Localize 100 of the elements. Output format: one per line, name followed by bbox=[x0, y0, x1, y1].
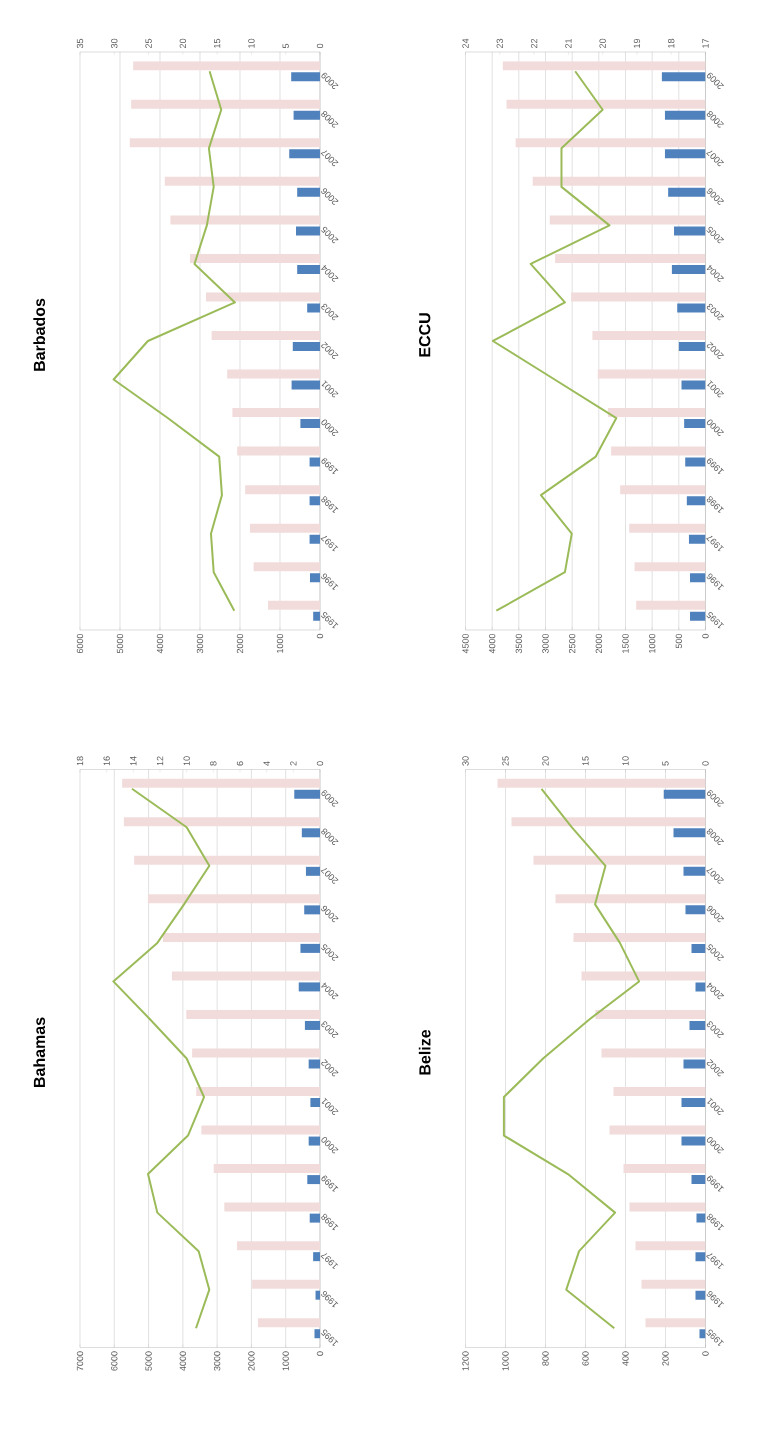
x2-tick-label: 18 bbox=[76, 756, 84, 766]
y-tick-label: 1997 bbox=[706, 535, 724, 552]
x2-tick-label: 16 bbox=[103, 756, 110, 766]
bar bbox=[307, 303, 320, 313]
x-tick-label: 1000 bbox=[276, 633, 284, 653]
bar bbox=[201, 1125, 320, 1135]
x-tick-label: 2000 bbox=[248, 1351, 255, 1371]
x2-tick-label: 30 bbox=[462, 756, 469, 766]
x-tick-label: 0 bbox=[316, 1351, 324, 1356]
x-tick-label: 5000 bbox=[145, 1351, 152, 1371]
bar bbox=[685, 457, 706, 467]
bar bbox=[661, 72, 706, 82]
x-tick-label: 200 bbox=[662, 1351, 669, 1366]
bar bbox=[205, 292, 320, 302]
bar bbox=[695, 1290, 706, 1300]
bar bbox=[293, 110, 320, 120]
x2-tick-label: 20 bbox=[599, 38, 606, 49]
x-tick-label: 2500 bbox=[568, 633, 576, 654]
bar bbox=[699, 1329, 706, 1339]
text: Belize bbox=[418, 1029, 431, 1075]
bar bbox=[663, 789, 706, 799]
bar bbox=[304, 1020, 320, 1030]
bar bbox=[515, 138, 706, 148]
bar bbox=[291, 72, 320, 82]
x2-tick-label: 4 bbox=[263, 761, 270, 766]
bar bbox=[506, 99, 706, 109]
bar bbox=[690, 573, 706, 583]
bar bbox=[695, 982, 706, 992]
x2-tick-label: 10 bbox=[183, 756, 190, 766]
bar bbox=[549, 215, 706, 225]
bar bbox=[641, 1279, 706, 1289]
x-tick-label: 7000 bbox=[76, 1351, 84, 1371]
bar bbox=[683, 866, 706, 876]
x-tick-label: 5000 bbox=[116, 633, 124, 654]
bar bbox=[297, 264, 320, 274]
bar bbox=[571, 292, 706, 302]
bar bbox=[690, 611, 706, 621]
x-tick-label: 800 bbox=[542, 1351, 549, 1366]
bar bbox=[678, 342, 706, 351]
bar bbox=[623, 1164, 706, 1174]
bar bbox=[686, 496, 706, 506]
bar bbox=[673, 828, 706, 838]
bar bbox=[497, 778, 706, 788]
x-tick-label: 2000 bbox=[236, 633, 244, 654]
bar bbox=[292, 342, 320, 351]
bar bbox=[601, 1048, 706, 1058]
x-tick-label: 3000 bbox=[213, 1351, 221, 1371]
x2-tick-label: 2 bbox=[290, 761, 297, 766]
bar bbox=[620, 485, 706, 495]
x2-tick-label: 0 bbox=[316, 761, 324, 766]
x2-tick-label: 5 bbox=[282, 43, 289, 49]
bar bbox=[237, 446, 320, 456]
x2-tick-label: 21 bbox=[565, 38, 572, 49]
x2-tick-label: 30 bbox=[111, 38, 118, 49]
x-tick-label: 0 bbox=[702, 633, 709, 639]
bar bbox=[629, 523, 706, 533]
bar bbox=[295, 226, 320, 236]
bar bbox=[595, 1009, 706, 1019]
bar bbox=[294, 789, 320, 799]
bar bbox=[192, 1048, 320, 1058]
bar bbox=[211, 330, 320, 340]
bar bbox=[635, 1241, 706, 1251]
bar bbox=[573, 932, 706, 942]
x2-tick-label: 6 bbox=[236, 761, 244, 766]
bar bbox=[674, 226, 706, 236]
bar bbox=[668, 187, 706, 197]
bar bbox=[267, 600, 320, 610]
bar bbox=[315, 1290, 320, 1300]
bar bbox=[171, 971, 320, 981]
bar bbox=[691, 1175, 706, 1185]
x-tick-label: 1200 bbox=[462, 1351, 469, 1371]
x-tick-label: 1000 bbox=[282, 1351, 289, 1371]
x2-tick-label: 15 bbox=[582, 756, 589, 766]
x-tick-label: 400 bbox=[622, 1351, 629, 1366]
x2-tick-label: 5 bbox=[662, 761, 669, 766]
bar bbox=[532, 176, 706, 186]
x-tick-label: 6000 bbox=[111, 1351, 118, 1371]
text: ECCU bbox=[419, 313, 431, 357]
x2-tick-label: 20 bbox=[179, 38, 187, 49]
x2-tick-label: 25 bbox=[502, 756, 509, 766]
bar bbox=[147, 894, 320, 904]
x2-tick-label: 12 bbox=[156, 756, 164, 766]
bar bbox=[252, 1279, 320, 1289]
bar bbox=[308, 1059, 320, 1069]
bar bbox=[307, 1175, 320, 1185]
x-tick-label: 3500 bbox=[515, 633, 523, 654]
bar bbox=[122, 778, 320, 788]
bar bbox=[129, 138, 320, 148]
bar bbox=[685, 905, 706, 915]
bar bbox=[189, 253, 320, 263]
bar bbox=[581, 971, 706, 981]
bar bbox=[664, 149, 706, 159]
bar bbox=[636, 600, 706, 610]
x-tick-label: 1000 bbox=[648, 633, 656, 653]
bar bbox=[313, 1252, 320, 1262]
bar bbox=[533, 855, 706, 865]
bar bbox=[213, 1164, 320, 1174]
bar bbox=[681, 380, 706, 390]
bar bbox=[677, 303, 706, 313]
bar bbox=[253, 562, 320, 572]
